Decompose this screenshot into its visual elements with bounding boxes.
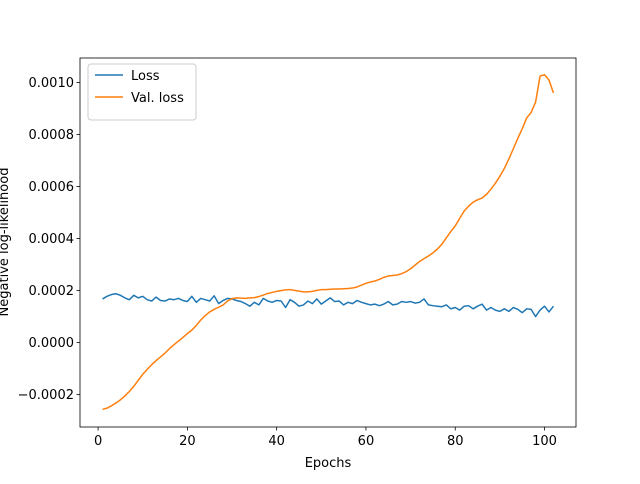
axes-frame: [79, 57, 577, 428]
y-tick-label: −0.0002: [18, 388, 74, 403]
y-tick-label: 0.0006: [29, 180, 75, 195]
y-tick-label: 0.0002: [29, 284, 75, 299]
y-tick-label: 0.0004: [29, 232, 75, 247]
y-tick-label: 0.0008: [29, 128, 75, 143]
x-tick-label: 20: [179, 434, 196, 449]
legend-box: [87, 63, 197, 121]
x-tick-label: 0: [94, 434, 102, 449]
line-series: [102, 74, 555, 411]
y-tick-label: 0.0010: [29, 76, 75, 91]
legend-label: Loss: [131, 69, 160, 84]
x-tick-label: 80: [447, 434, 464, 449]
legend-label: Val. loss: [131, 91, 184, 106]
y-tick-label: 0.0000: [29, 336, 75, 351]
y-axis-label: Negative log-likelihood: [0, 168, 12, 317]
x-tick-label: 40: [268, 434, 285, 449]
x-tick-label: 100: [532, 434, 557, 449]
line-series: [102, 292, 555, 318]
x-tick-label: 60: [358, 434, 375, 449]
x-axis-label: Epochs: [305, 456, 352, 471]
